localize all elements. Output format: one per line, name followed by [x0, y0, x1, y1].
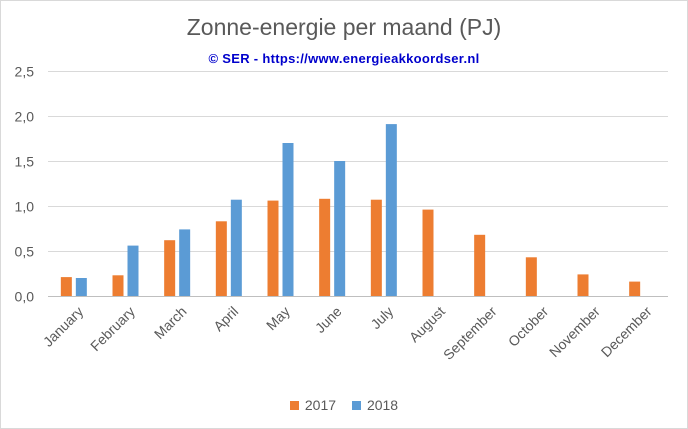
legend-label-2018: 2018	[366, 397, 399, 413]
y-tick-label: 0,0	[15, 289, 35, 305]
bar-2018-march	[179, 229, 191, 296]
legend-swatch-2018	[351, 401, 361, 410]
bar-2017-september	[474, 234, 486, 296]
x-tick-label: August	[406, 303, 448, 345]
bar-2017-november	[577, 274, 589, 296]
bar-2017-january	[60, 277, 72, 296]
legend: 2017 2018	[0, 397, 688, 413]
bar-2017-december	[629, 281, 641, 296]
bar-2018-may	[282, 143, 294, 296]
bar-2018-january	[75, 278, 87, 296]
bar-2018-july	[385, 124, 397, 296]
x-tick-label: December	[598, 303, 655, 360]
bar-2017-june	[319, 198, 331, 296]
bar-2018-april	[230, 199, 242, 296]
chart-title: Zonne-energie per maand (PJ)	[186, 14, 502, 40]
x-tick-label: September	[440, 303, 500, 363]
x-tick-label: February	[87, 303, 138, 354]
y-tick-label: 2,0	[15, 109, 35, 125]
chart-subtitle: © SER - https://www.energieakkoordser.nl	[208, 51, 480, 66]
bar-2017-august	[422, 209, 434, 296]
bar-2017-may	[267, 200, 279, 296]
legend-item-2017: 2017	[289, 397, 337, 413]
x-tick-label: October	[505, 303, 552, 350]
bar-2017-february	[112, 275, 124, 296]
y-tick-label: 1,0	[15, 199, 35, 215]
legend-swatch-2017	[289, 401, 299, 410]
x-tick-label: January	[40, 303, 87, 350]
bar-2017-march	[164, 240, 176, 296]
x-tick-label: March	[151, 303, 190, 342]
bar-2018-june	[334, 161, 346, 296]
x-tick-label: November	[546, 303, 603, 360]
bar-2017-october	[525, 257, 537, 296]
x-tick-label: May	[263, 303, 293, 333]
x-tick-label: April	[210, 303, 241, 334]
bar-2017-july	[370, 199, 382, 296]
bar-2017-april	[215, 221, 227, 296]
x-tick-label: June	[312, 303, 345, 336]
bar-2018-february	[127, 245, 139, 296]
y-tick-label: 2,5	[15, 64, 35, 80]
y-tick-label: 1,5	[15, 154, 35, 170]
y-tick-label: 0,5	[15, 244, 35, 260]
legend-label-2017: 2017	[304, 397, 337, 413]
legend-item-2018: 2018	[351, 397, 399, 413]
x-tick-label: July	[367, 303, 396, 332]
